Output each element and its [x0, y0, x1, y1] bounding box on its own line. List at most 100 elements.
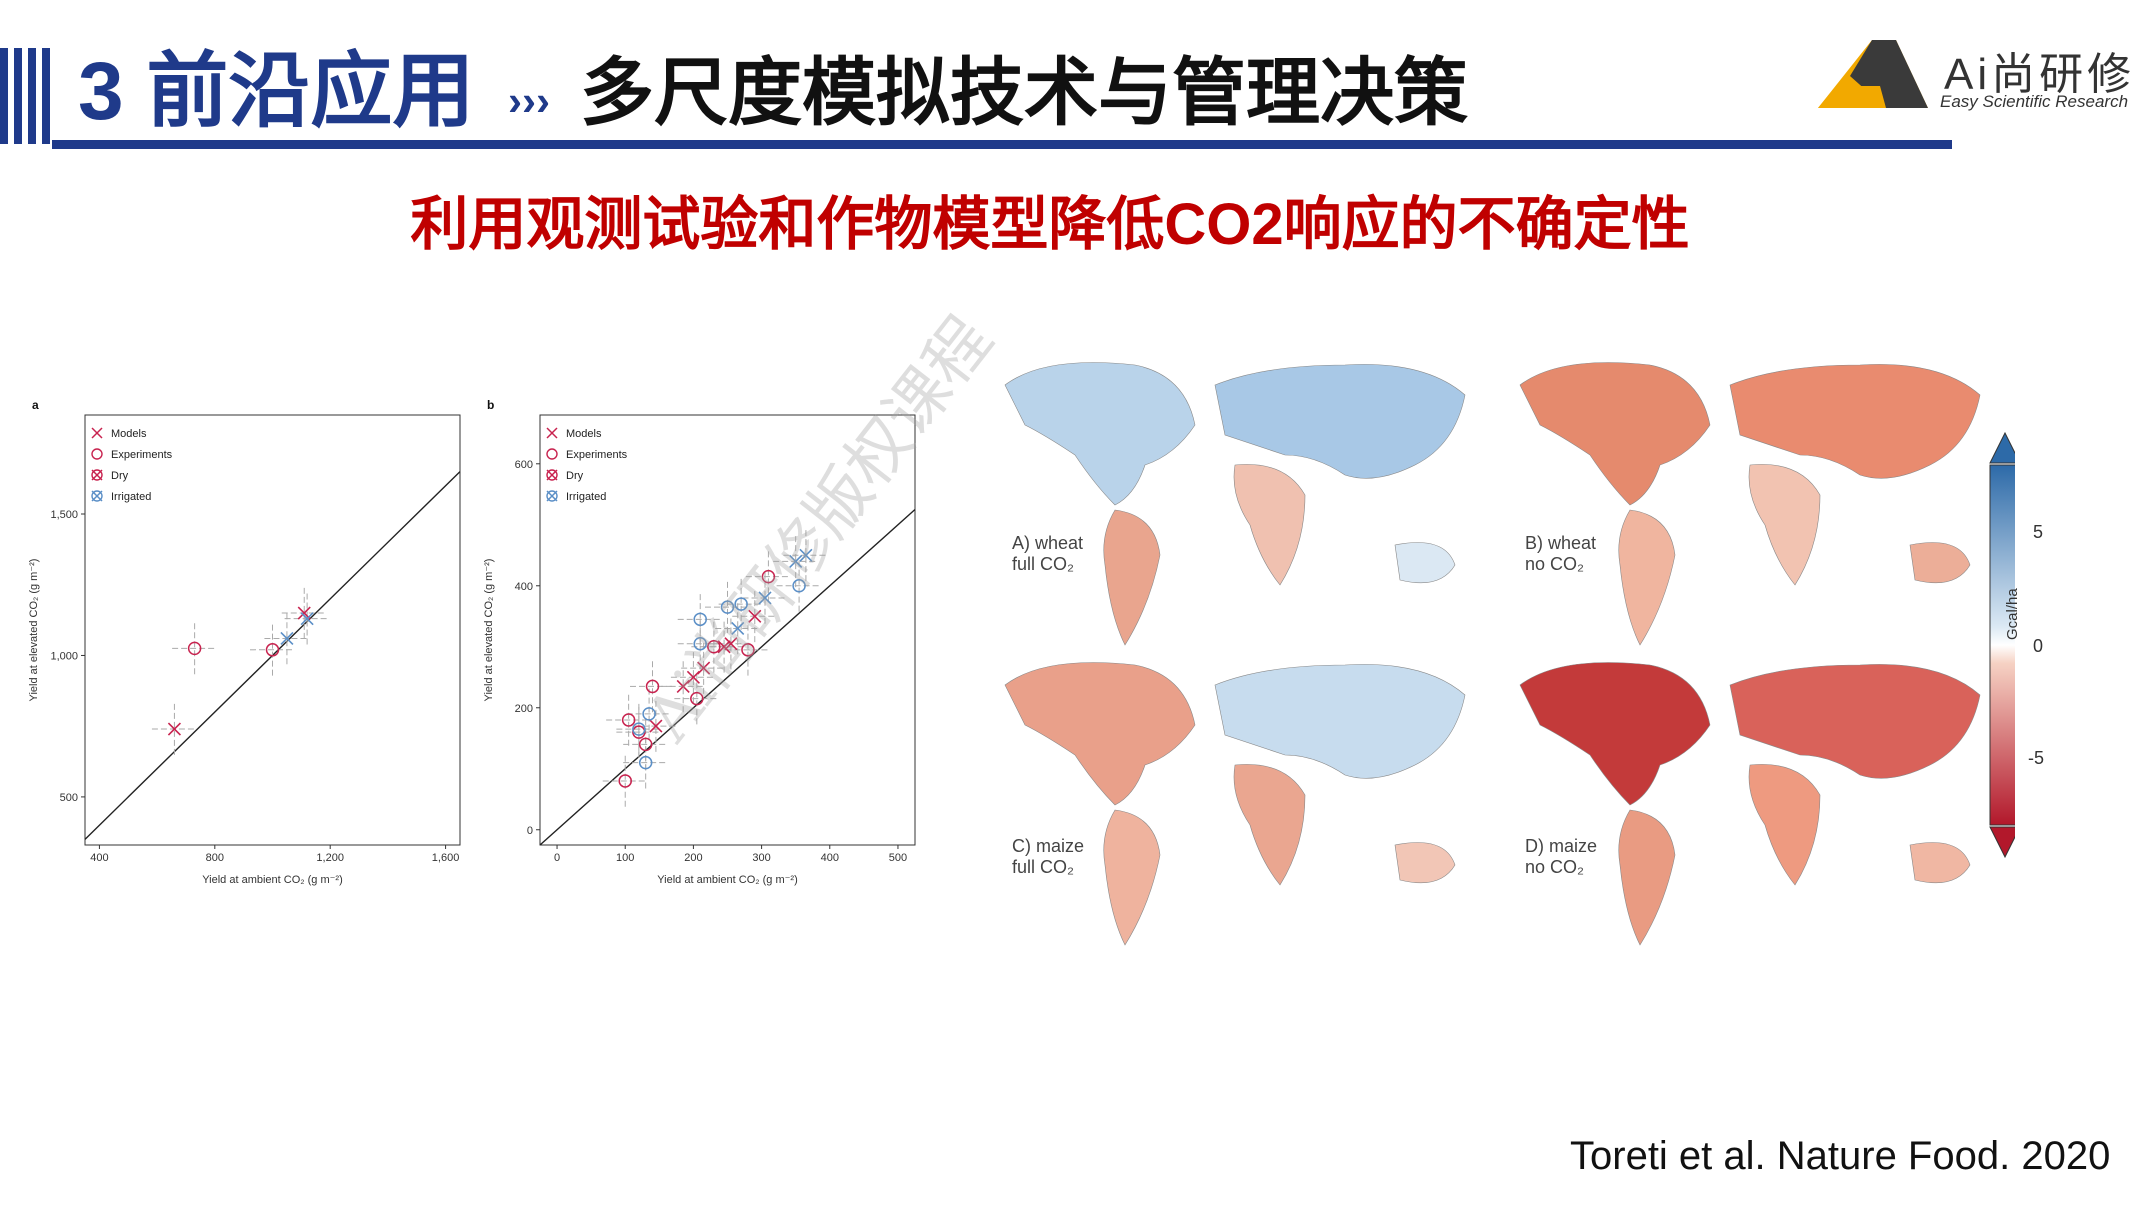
- citation: Toreti et al. Nature Food. 2020: [1570, 1134, 2111, 1178]
- y-tick-label: 0: [527, 825, 533, 837]
- y-tick-label: 1,500: [50, 509, 78, 521]
- data-point-x: [748, 609, 762, 623]
- map-region: [1748, 464, 1821, 586]
- map-region: [1748, 764, 1821, 886]
- x-tick-label: 400: [90, 852, 108, 864]
- map-region: [1519, 362, 1711, 506]
- chevrons-icon: ›››: [508, 77, 550, 124]
- data-point-o: [734, 597, 748, 611]
- x-tick-label: 800: [206, 852, 224, 864]
- yield-change-maps: [1004, 362, 2015, 946]
- data-point-o: [690, 691, 704, 706]
- map-region: [1233, 764, 1306, 886]
- colorbar-tick-minus5: -5: [2028, 748, 2045, 768]
- colorbar-max-arrow: [1989, 431, 2015, 464]
- header-rule: [52, 140, 1952, 149]
- x-axis-label: Yield at ambient CO₂ (g m⁻²): [202, 874, 343, 886]
- data-point-o: [693, 636, 707, 651]
- slide-subtitle: 利用观测试验和作物模型降低CO2响应的不确定性: [410, 192, 1690, 257]
- map-region: [1004, 662, 1196, 806]
- data-point-x: [799, 548, 813, 562]
- legend-item: Models: [546, 427, 602, 440]
- logo-tagline: Easy Scientific Research: [1940, 92, 2129, 111]
- data-point-o: [187, 641, 202, 656]
- map-panel: [1004, 362, 1466, 646]
- map-region: [1103, 809, 1161, 946]
- x-tick-label: 1,600: [432, 852, 460, 864]
- map-panel: [1519, 662, 1981, 946]
- one-to-one-line: [539, 509, 916, 846]
- y-tick-label: 1,000: [50, 650, 78, 662]
- legend-item: Experiments: [91, 448, 173, 461]
- colorbar: [1989, 464, 2015, 826]
- y-tick-label: 400: [515, 581, 533, 593]
- legend-item: Irrigated: [91, 490, 151, 503]
- section-title: 3 前沿应用: [78, 46, 475, 137]
- plot-frame: [84, 414, 461, 846]
- y-tick-label: 200: [515, 703, 533, 715]
- map-region: [1909, 842, 1971, 884]
- map-region: [1004, 362, 1196, 506]
- x-tick-label: 100: [616, 852, 634, 864]
- data-point-o: [741, 643, 755, 657]
- x-tick-label: 0: [554, 852, 560, 864]
- data-point-o: [642, 707, 656, 721]
- map-region: [1618, 809, 1676, 946]
- legend-label: Dry: [566, 470, 584, 482]
- data-point-x: [649, 719, 663, 733]
- legend-item: Models: [91, 427, 147, 440]
- data-point-o: [720, 600, 735, 614]
- y-tick-label: 600: [515, 459, 533, 471]
- colorbar-tick-0: 0: [2033, 636, 2044, 656]
- legend-label: Models: [111, 428, 147, 440]
- map-region: [1394, 542, 1456, 584]
- x-tick-label: 200: [684, 852, 702, 864]
- x-tick-label: 300: [752, 852, 770, 864]
- map-label-b: B) wheat no CO₂: [1525, 533, 1597, 574]
- map-region: [1214, 364, 1466, 479]
- logo-text: Ai尚研修: [1944, 50, 2136, 99]
- data-point-x: [167, 722, 181, 736]
- data-point-o: [621, 713, 636, 727]
- map-region: [1394, 842, 1456, 884]
- panel-label: a: [32, 398, 39, 412]
- legend-label: Dry: [111, 470, 129, 482]
- map-region: [1909, 542, 1971, 584]
- x-axis-label: Yield at ambient CO₂ (g m⁻²): [657, 874, 798, 886]
- data-point-o: [638, 737, 653, 752]
- y-axis-label: Yield at elevated CO₂ (g m⁻²): [483, 559, 495, 702]
- legend-item: Dry: [91, 469, 129, 482]
- data-point-o: [638, 755, 653, 770]
- map-label-a: A) wheat full CO₂: [1012, 533, 1084, 574]
- map-region: [1103, 509, 1161, 646]
- data-point-o: [693, 612, 707, 627]
- data-point-o: [792, 579, 806, 593]
- data-point-o: [645, 679, 660, 694]
- map-region: [1618, 509, 1676, 646]
- data-point-x: [300, 612, 314, 626]
- colorbar-min-arrow: [1989, 826, 2015, 859]
- map-label-d: D) maize no CO₂: [1525, 836, 1598, 877]
- x-tick-label: 1,200: [316, 852, 344, 864]
- data-point-x: [697, 661, 711, 675]
- map-region: [1233, 464, 1306, 586]
- data-point-o: [761, 569, 776, 584]
- map-region: [1729, 364, 1981, 479]
- x-tick-label: 500: [889, 852, 907, 864]
- data-point-x: [731, 621, 745, 636]
- colorbar-tick-5: 5: [2033, 522, 2044, 542]
- data-point-x: [724, 637, 738, 651]
- x-tick-label: 400: [821, 852, 839, 864]
- legend-item: Experiments: [546, 448, 628, 461]
- data-point-x: [789, 554, 803, 568]
- map-region: [1519, 662, 1711, 806]
- map-region: [1729, 664, 1981, 779]
- legend-label: Irrigated: [566, 491, 606, 503]
- data-point-o: [265, 643, 280, 657]
- map-panel: [1519, 362, 1981, 646]
- map-region: [1214, 664, 1466, 779]
- data-point-x: [280, 631, 294, 646]
- y-axis-label: Yield at elevated CO₂ (g m⁻²): [28, 559, 40, 702]
- logo-mark-icon: [1818, 40, 1928, 108]
- map-panel: [1004, 662, 1466, 946]
